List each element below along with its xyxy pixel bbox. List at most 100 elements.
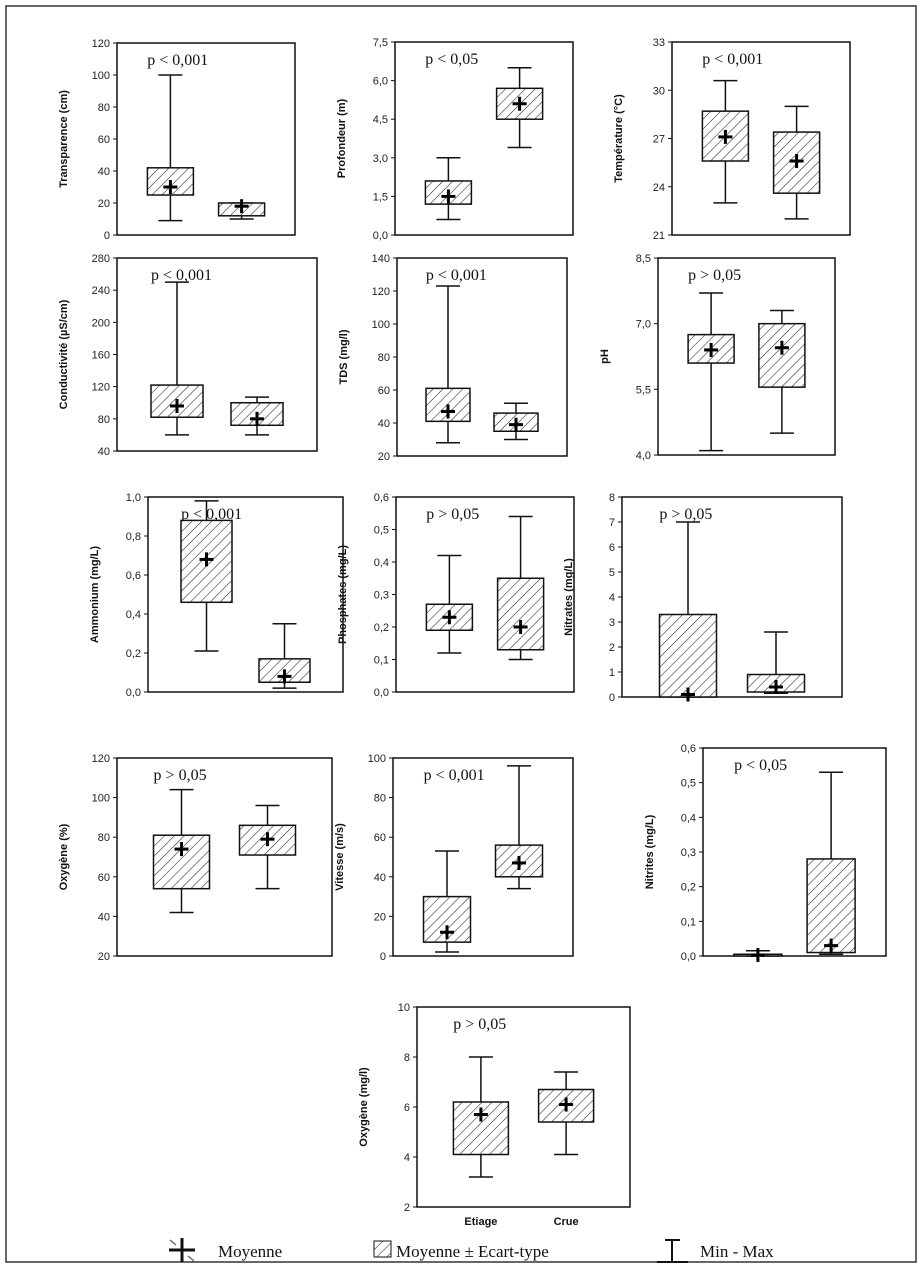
y-tick-label: 8 (404, 1052, 410, 1064)
y-tick-label: 100 (372, 319, 390, 331)
p-value-label: p > 0,05 (453, 1016, 506, 1033)
chart-panel-9: 0 1 2 3 4 5 6 7 8 Nitrates (mg/L) p > 0,05 (563, 492, 843, 704)
chart-panel-2: 0,0 1,5 3,0 4,5 6,0 7,5 Profondeur (m) p < 0,05 (336, 37, 574, 242)
p-value-label: p > 0,05 (688, 267, 741, 284)
box-etiage (733, 947, 783, 962)
y-tick-label: 0,5 (681, 778, 696, 790)
box-etiage (425, 285, 471, 444)
plot-frame (657, 257, 836, 456)
y-axis-label: Nitrates (mg/L) (563, 558, 575, 636)
plot-frame (116, 257, 318, 452)
y-tick-label: 0,4 (374, 557, 389, 569)
chart-panel-12: 0,0 0,1 0,2 0,3 0,4 0,5 0,6 Nitrites (mg/L) p < … (644, 743, 887, 963)
chart-panel-3: 21 24 27 30 33 Température (°C) p < 0,001 (613, 37, 851, 242)
y-tick-label: 80 (374, 793, 386, 805)
box-etiage (150, 281, 204, 436)
box-crue (537, 1071, 595, 1156)
sd-box (495, 87, 544, 120)
x-category-label: Etiage (464, 1216, 497, 1228)
chart-panel-10: 20 40 60 80 100 120 Oxygène (%) p > 0,05 (58, 753, 333, 963)
box-crue (217, 199, 266, 220)
box-etiage (687, 292, 735, 452)
sd-box (496, 577, 545, 651)
box-crue (758, 309, 806, 434)
y-tick-label: 120 (92, 753, 110, 765)
y-tick-label: 100 (368, 753, 386, 765)
y-tick-label: 0,1 (681, 916, 696, 928)
box-crue (230, 396, 284, 436)
y-tick-label: 0,5 (374, 525, 389, 537)
y-tick-label: 8,5 (636, 253, 651, 265)
y-tick-label: 0,0 (126, 687, 141, 699)
y-tick-label: 2 (609, 642, 615, 654)
y-tick-label: 0,2 (374, 622, 389, 634)
y-tick-label: 3,0 (373, 153, 388, 165)
sd-box (806, 858, 856, 954)
y-tick-label: 60 (98, 134, 110, 146)
box-crue (746, 631, 806, 694)
y-tick-label: 0,6 (126, 570, 141, 582)
box-etiage (152, 788, 211, 914)
y-tick-label: 8 (609, 492, 615, 504)
y-tick-label: 27 (653, 134, 665, 146)
plot-frame (392, 757, 574, 957)
box-etiage (658, 521, 718, 702)
y-tick-label: 60 (374, 832, 386, 844)
y-axis-label: Nitrites (mg/L) (644, 814, 656, 889)
chart-panel-13: 2 4 6 8 10 Oxygène (mg/l) p > 0,05 Etiage Crue (358, 1002, 631, 1228)
y-tick-label: 0,3 (374, 590, 389, 602)
p-value-label: p < 0,001 (426, 267, 487, 284)
y-tick-label: 20 (378, 451, 390, 463)
legend-mean-label: Moyenne (218, 1242, 282, 1261)
y-tick-label: 0,4 (681, 812, 696, 824)
y-tick-label: 4,0 (636, 450, 651, 462)
plot-frame (702, 747, 887, 957)
box-etiage (180, 500, 233, 652)
y-tick-label: 0,0 (681, 951, 696, 963)
y-tick-label: 40 (378, 418, 390, 430)
p-value-label: p < 0,001 (147, 52, 208, 69)
y-tick-label: 0,2 (126, 648, 141, 660)
y-tick-label: 40 (98, 166, 110, 178)
y-tick-label: 0,4 (126, 609, 141, 621)
y-tick-label: 0 (104, 230, 110, 242)
y-tick-label: 0,1 (374, 655, 389, 667)
legend-sd-swatch (373, 1240, 392, 1258)
y-tick-label: 80 (98, 414, 110, 426)
box-crue (495, 66, 544, 149)
p-value-label: p < 0,05 (425, 51, 478, 68)
y-tick-label: 0,8 (126, 531, 141, 543)
plot-frame (671, 41, 851, 236)
y-tick-label: 0 (609, 692, 615, 704)
p-value-label: p < 0,001 (181, 506, 242, 523)
y-axis-label: Phosphates (mg/L) (337, 545, 349, 644)
y-tick-label: 30 (653, 85, 665, 97)
y-tick-label: 21 (653, 230, 665, 242)
y-axis-label: Vitesse (m/s) (334, 823, 346, 891)
y-tick-label: 0,0 (373, 230, 388, 242)
y-tick-label: 33 (653, 37, 665, 49)
box-crue (806, 771, 856, 956)
box-etiage (452, 1056, 510, 1178)
sd-box (537, 1088, 595, 1123)
y-axis-label: Oxygène (%) (58, 823, 70, 890)
figure-border (5, 5, 917, 1263)
y-tick-label: 100 (92, 793, 110, 805)
y-tick-label: 0 (380, 951, 386, 963)
y-tick-label: 40 (374, 872, 386, 884)
sd-box (758, 322, 806, 388)
x-category-label: Crue (554, 1216, 579, 1228)
box-etiage (424, 157, 473, 221)
p-value-label: p < 0,001 (702, 51, 763, 68)
box-crue (238, 804, 297, 890)
y-tick-label: 80 (98, 102, 110, 114)
y-tick-label: 280 (92, 253, 110, 265)
y-tick-label: 10 (398, 1002, 410, 1014)
y-tick-label: 0,6 (374, 492, 389, 504)
y-axis-label: Température (°C) (613, 94, 625, 183)
y-tick-label: 4 (609, 592, 615, 604)
p-value-label: p < 0,001 (424, 767, 485, 784)
y-tick-label: 0,2 (681, 882, 696, 894)
box-crue (493, 402, 539, 441)
